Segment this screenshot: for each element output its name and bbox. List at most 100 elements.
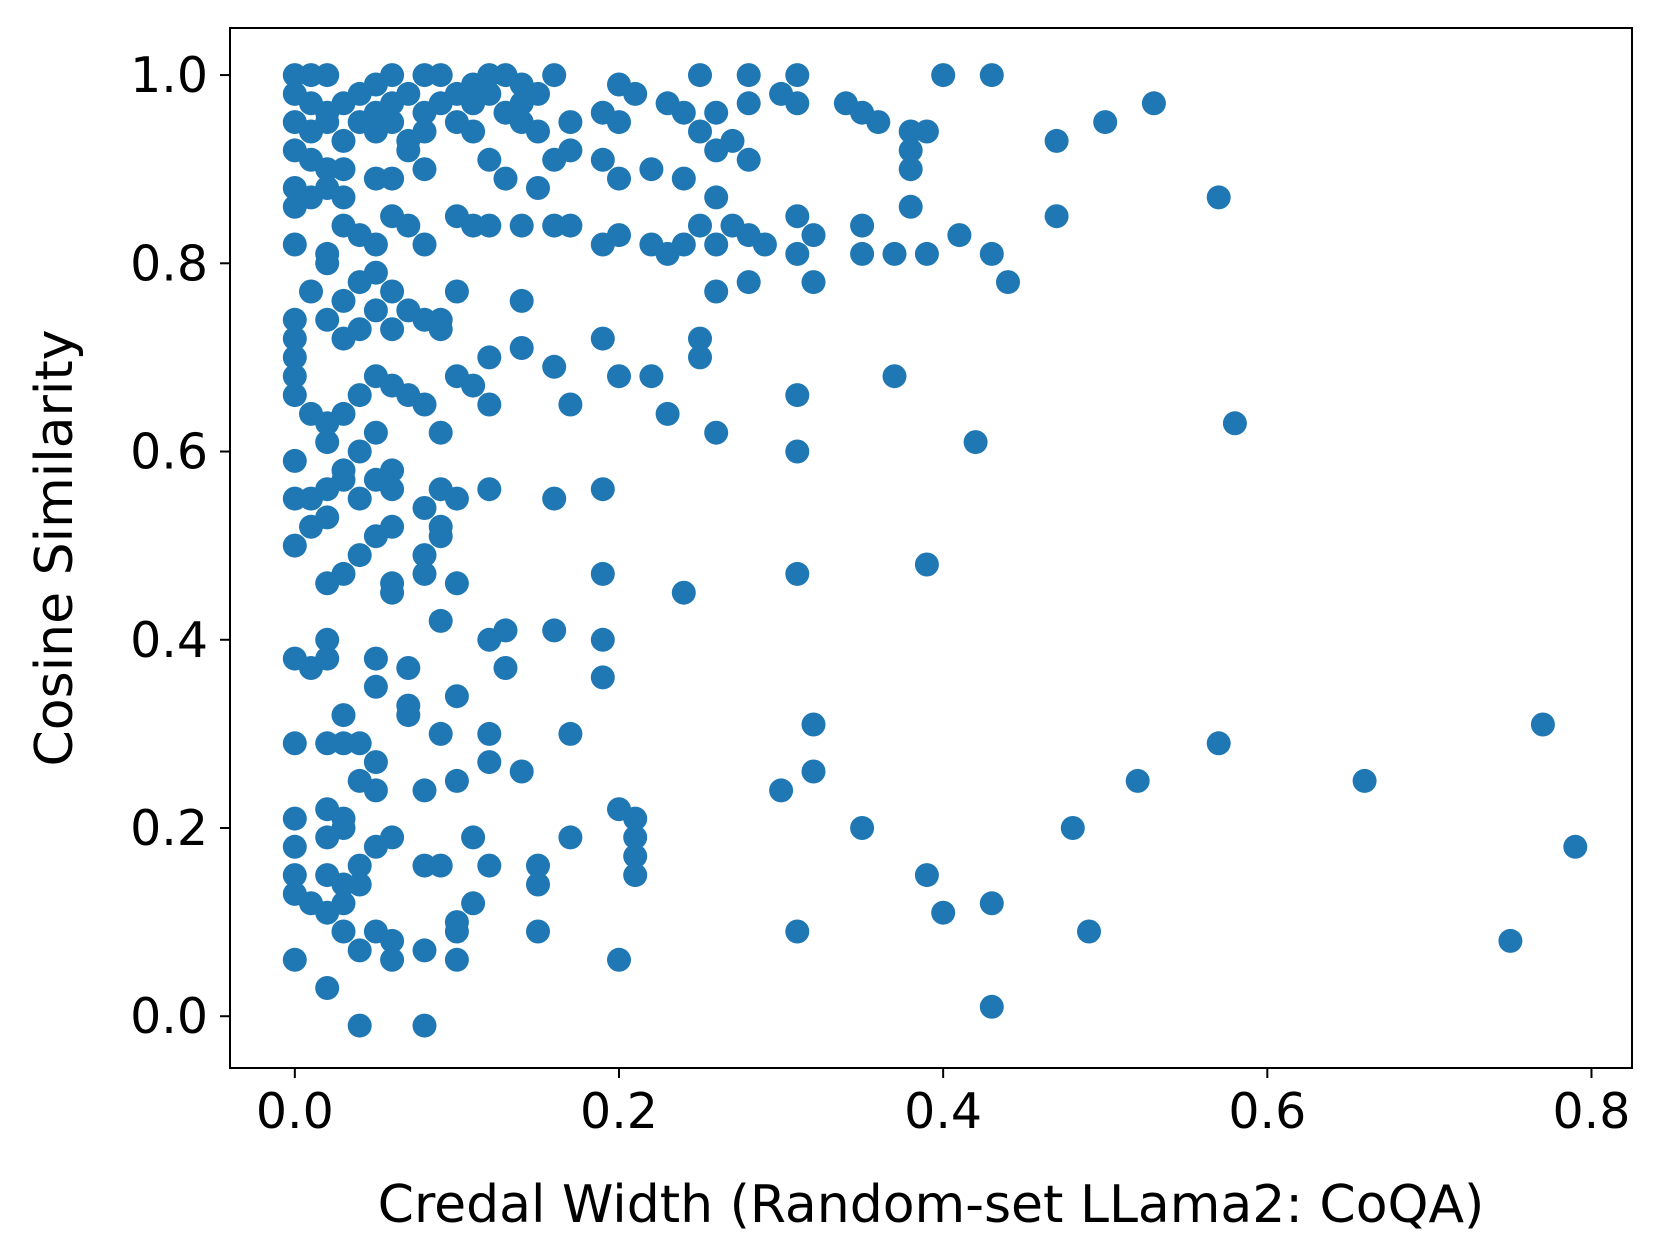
data-point <box>331 561 356 586</box>
data-point <box>461 119 486 144</box>
data-point <box>558 213 583 238</box>
data-point <box>282 806 307 831</box>
data-point <box>688 63 712 88</box>
data-point <box>282 326 307 351</box>
data-point <box>590 627 615 652</box>
data-point <box>558 138 583 163</box>
data-point <box>315 307 340 332</box>
x-tick-label: 0.6 <box>1228 1083 1306 1140</box>
data-point <box>785 241 810 266</box>
data-point <box>347 543 372 568</box>
data-point <box>947 223 972 248</box>
data-point <box>736 147 761 172</box>
data-point <box>671 166 696 191</box>
data-point <box>623 844 648 869</box>
data-point <box>347 81 372 106</box>
data-point <box>331 128 356 153</box>
data-point <box>331 467 356 492</box>
data-point <box>347 938 372 963</box>
data-point <box>655 401 680 426</box>
data-point <box>623 825 648 850</box>
data-point <box>623 863 648 888</box>
y-tick-label: 1.0 <box>130 47 208 104</box>
data-point <box>542 63 567 88</box>
data-point <box>526 176 550 200</box>
data-point <box>315 627 340 652</box>
data-point <box>898 194 923 219</box>
data-point <box>607 110 631 135</box>
data-point <box>769 778 794 803</box>
data-point <box>752 232 777 257</box>
data-point <box>607 364 631 389</box>
data-point <box>607 947 631 972</box>
data-point <box>282 533 307 558</box>
data-point <box>526 81 550 106</box>
data-point <box>1141 91 1166 116</box>
data-point <box>380 279 405 304</box>
data-point <box>704 138 729 163</box>
data-point <box>1125 768 1150 793</box>
data-point <box>850 213 875 238</box>
data-point <box>785 439 810 464</box>
data-point <box>509 288 534 313</box>
data-point <box>477 392 502 417</box>
data-point <box>882 364 907 389</box>
data-point <box>671 232 696 257</box>
data-point <box>282 448 307 473</box>
data-point <box>704 100 729 125</box>
data-point <box>526 872 550 897</box>
data-point <box>477 853 502 878</box>
data-point <box>526 853 550 878</box>
data-point <box>688 119 712 144</box>
data-point <box>282 307 307 332</box>
data-point <box>542 618 567 643</box>
data-point <box>347 731 372 756</box>
plot-frame <box>229 27 1633 1069</box>
data-point <box>412 1013 437 1038</box>
x-axis-label: Credal Width (Random-set LLama2: CoQA) <box>378 1175 1485 1235</box>
x-tick-label: 0.0 <box>256 1083 334 1140</box>
data-point <box>590 326 615 351</box>
data-point <box>866 110 891 135</box>
data-point <box>282 383 307 408</box>
data-point <box>331 185 356 210</box>
data-point <box>444 684 469 709</box>
data-point <box>396 81 421 106</box>
data-point <box>590 147 615 172</box>
data-point <box>412 496 437 520</box>
data-point <box>914 241 939 266</box>
data-point <box>396 213 421 238</box>
x-tick-label: 0.8 <box>1553 1083 1631 1140</box>
data-point <box>979 241 1004 266</box>
data-point <box>477 721 502 746</box>
data-point <box>331 157 356 182</box>
data-point <box>412 232 437 257</box>
data-point <box>412 119 437 144</box>
data-point <box>380 580 405 605</box>
data-point <box>509 759 534 784</box>
data-point <box>477 147 502 172</box>
data-point <box>607 166 631 191</box>
y-tick-label: 0.6 <box>130 424 208 481</box>
data-point <box>477 345 502 370</box>
data-point <box>704 185 729 210</box>
data-point <box>315 63 340 88</box>
x-tick-label: 0.4 <box>904 1083 982 1140</box>
data-point <box>704 232 729 257</box>
data-point <box>590 561 615 586</box>
data-point <box>363 778 388 803</box>
data-point <box>493 656 518 680</box>
data-point <box>477 81 502 106</box>
data-point <box>347 853 372 878</box>
data-point <box>315 976 340 1000</box>
data-point <box>914 552 939 577</box>
data-point <box>931 900 956 925</box>
data-point <box>882 241 907 266</box>
data-point <box>428 420 453 445</box>
data-point <box>558 721 583 746</box>
data-point <box>1498 928 1523 953</box>
data-point <box>590 665 615 690</box>
data-point <box>444 919 469 944</box>
data-point <box>380 514 405 539</box>
data-point <box>315 505 340 530</box>
